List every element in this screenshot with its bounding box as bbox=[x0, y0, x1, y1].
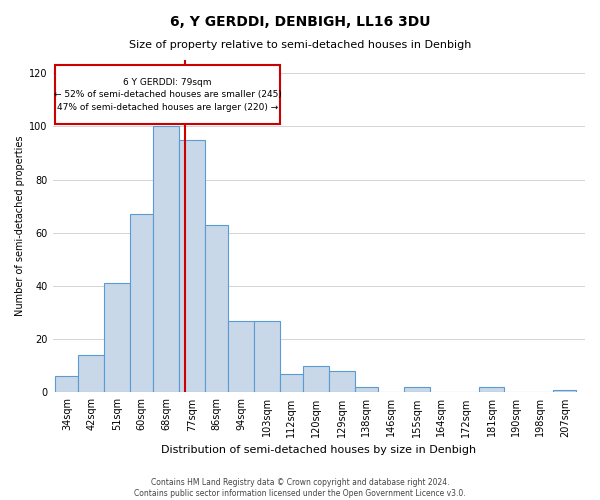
Bar bbox=[254, 320, 280, 392]
Bar bbox=[280, 374, 303, 392]
Bar bbox=[79, 355, 104, 393]
Bar bbox=[553, 390, 577, 392]
Y-axis label: Number of semi-detached properties: Number of semi-detached properties bbox=[15, 136, 25, 316]
Bar bbox=[55, 376, 79, 392]
Text: Contains HM Land Registry data © Crown copyright and database right 2024.
Contai: Contains HM Land Registry data © Crown c… bbox=[134, 478, 466, 498]
Bar bbox=[404, 387, 430, 392]
Bar bbox=[179, 140, 205, 392]
Bar bbox=[228, 320, 254, 392]
Bar bbox=[479, 387, 505, 392]
Bar bbox=[303, 366, 329, 392]
Text: Size of property relative to semi-detached houses in Denbigh: Size of property relative to semi-detach… bbox=[129, 40, 471, 50]
Text: 6, Y GERDDI, DENBIGH, LL16 3DU: 6, Y GERDDI, DENBIGH, LL16 3DU bbox=[170, 15, 430, 29]
Bar bbox=[205, 225, 228, 392]
Bar bbox=[55, 66, 280, 124]
Bar bbox=[153, 126, 179, 392]
Text: 6 Y GERDDI: 79sqm
← 52% of semi-detached houses are smaller (245)
47% of semi-de: 6 Y GERDDI: 79sqm ← 52% of semi-detached… bbox=[54, 78, 281, 112]
X-axis label: Distribution of semi-detached houses by size in Denbigh: Distribution of semi-detached houses by … bbox=[161, 445, 476, 455]
Bar bbox=[355, 387, 378, 392]
Bar bbox=[104, 284, 130, 393]
Bar bbox=[329, 371, 355, 392]
Bar bbox=[130, 214, 153, 392]
